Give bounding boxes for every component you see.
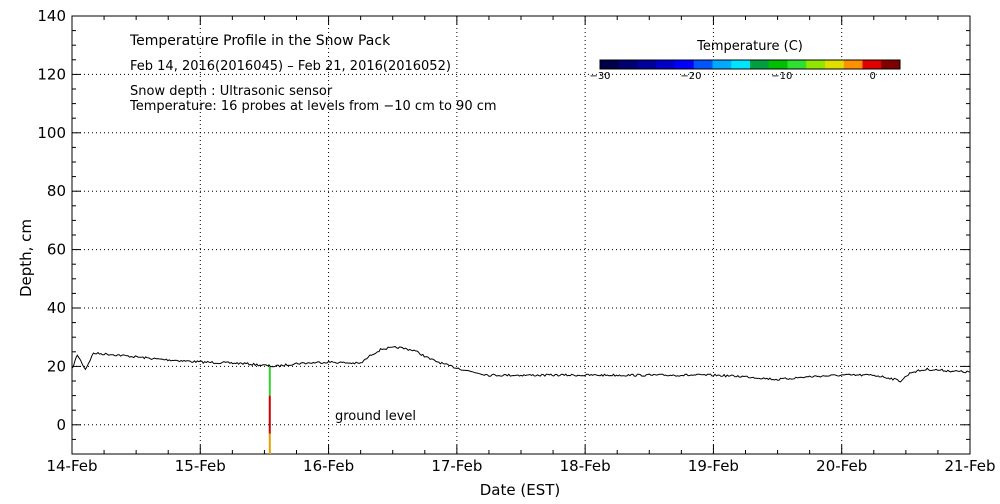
colorbar-swatch	[637, 60, 657, 69]
colorbar-tick-label: −10	[771, 71, 792, 82]
colorbar-swatch	[731, 60, 751, 69]
y-tick-label: 40	[47, 299, 66, 317]
colorbar-frame	[599, 59, 901, 70]
y-tick-label: 20	[47, 357, 66, 375]
x-axis-label: Date (EST)	[480, 481, 561, 499]
colorbar-swatch	[600, 60, 620, 69]
chart-title: Temperature Profile in the Snow Pack	[129, 33, 391, 49]
x-tick-label: 14-Feb	[46, 457, 97, 475]
y-tick-label: 0	[56, 416, 66, 434]
colorbar-swatch	[862, 60, 882, 69]
colorbar-tick-label: −30	[589, 71, 610, 82]
y-tick-label: 80	[47, 182, 66, 200]
colorbar-swatch	[693, 60, 713, 69]
y-tick-label: 60	[47, 241, 66, 259]
depth-series	[71, 346, 971, 383]
x-tick-label: 15-Feb	[175, 457, 226, 475]
y-axis-label: Depth, cm	[17, 219, 35, 297]
y-axis: 0 20 40 60 80 100 120 140	[37, 7, 970, 455]
x-tick-label: 17-Feb	[431, 457, 482, 475]
chart-subtitle: Feb 14, 2016(2016045) – Feb 21, 2016(201…	[130, 59, 451, 74]
colorbar-tick-label: −20	[680, 71, 701, 82]
colorbar-swatch	[768, 60, 788, 69]
colorbar-swatch	[825, 60, 845, 69]
colorbar-swatch	[806, 60, 826, 69]
x-tick-label: 21-Feb	[944, 457, 995, 475]
plot-frame	[71, 15, 971, 455]
depth-line	[71, 346, 971, 383]
note-temperature: Temperature: 16 probes at levels from −1…	[129, 99, 497, 114]
colorbar-swatch	[843, 60, 863, 69]
y-tick-label: 120	[37, 65, 66, 83]
colorbar-tick-label: 0	[870, 71, 876, 82]
colorbar-swatch	[787, 60, 807, 69]
x-tick-label: 20-Feb	[816, 457, 867, 475]
note-snow-depth: Snow depth : Ultrasonic sensor	[130, 84, 333, 99]
grid	[72, 15, 970, 454]
colorbar-swatch	[618, 60, 638, 69]
colorbar-swatch	[881, 60, 901, 69]
y-tick-label: 100	[37, 124, 66, 142]
colorbar-swatch	[675, 60, 695, 69]
colorbar-swatch	[656, 60, 676, 69]
x-axis: 14-Feb 15-Feb 16-Feb 17-Feb 18-Feb 19-Feb 20-F…	[46, 16, 996, 475]
temperature-colorbar: Temperature (C) −30 −20 −10 0	[589, 39, 901, 82]
ground-level-label: ground level	[335, 409, 416, 424]
x-tick-label: 16-Feb	[303, 457, 354, 475]
y-tick-label: 140	[37, 7, 66, 25]
x-tick-label: 18-Feb	[560, 457, 611, 475]
colorbar-title: Temperature (C)	[696, 39, 803, 54]
colorbar-swatch	[750, 60, 770, 69]
x-tick-label: 19-Feb	[688, 457, 739, 475]
colorbar-swatch	[712, 60, 732, 69]
